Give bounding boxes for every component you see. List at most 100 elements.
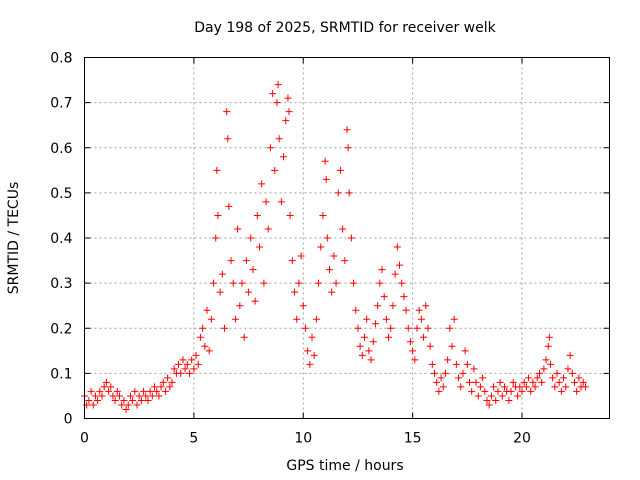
data-points bbox=[81, 81, 589, 413]
data-point bbox=[433, 378, 441, 386]
x-tick-label: 0 bbox=[80, 431, 89, 447]
data-point bbox=[242, 257, 250, 265]
data-point bbox=[129, 396, 137, 404]
data-point bbox=[297, 252, 305, 260]
data-point bbox=[249, 266, 257, 274]
y-tick-label: 0.7 bbox=[50, 96, 72, 112]
data-point bbox=[286, 211, 294, 219]
data-point bbox=[411, 356, 419, 364]
data-point bbox=[472, 378, 480, 386]
data-point bbox=[455, 374, 463, 382]
data-point bbox=[422, 302, 430, 310]
data-point bbox=[406, 338, 414, 346]
data-point bbox=[304, 347, 312, 355]
data-point bbox=[536, 369, 543, 377]
data-point bbox=[345, 189, 353, 197]
data-point bbox=[212, 234, 220, 242]
y-tick-label: 0.1 bbox=[50, 366, 72, 382]
axis-ticks bbox=[84, 57, 610, 419]
data-point bbox=[247, 234, 255, 242]
data-point bbox=[466, 378, 473, 386]
data-point bbox=[301, 324, 309, 332]
data-point bbox=[231, 315, 239, 323]
data-point bbox=[356, 342, 364, 350]
data-point bbox=[291, 288, 298, 296]
data-point bbox=[525, 374, 533, 382]
data-point bbox=[166, 383, 174, 391]
x-tick-label: 20 bbox=[513, 431, 531, 447]
data-point bbox=[538, 378, 546, 386]
data-point bbox=[376, 279, 384, 287]
data-point bbox=[116, 392, 123, 400]
data-point bbox=[385, 333, 393, 341]
data-point bbox=[336, 166, 344, 174]
data-point bbox=[496, 378, 504, 386]
data-point bbox=[87, 387, 95, 395]
data-point bbox=[396, 261, 403, 269]
data-point bbox=[322, 175, 330, 183]
data-point bbox=[393, 243, 401, 251]
data-point bbox=[282, 117, 290, 125]
data-point bbox=[274, 81, 282, 89]
data-point bbox=[444, 356, 452, 364]
data-point bbox=[402, 306, 410, 314]
data-point bbox=[91, 392, 99, 400]
data-point bbox=[507, 387, 515, 395]
data-point bbox=[470, 365, 478, 373]
data-point bbox=[151, 383, 158, 391]
data-point bbox=[120, 396, 128, 404]
data-point bbox=[181, 365, 189, 373]
data-point bbox=[284, 94, 292, 102]
data-point bbox=[85, 396, 93, 404]
data-point bbox=[459, 369, 467, 377]
data-point bbox=[358, 351, 366, 359]
data-point bbox=[240, 333, 248, 341]
data-point bbox=[494, 387, 502, 395]
data-point bbox=[155, 392, 163, 400]
data-point bbox=[168, 378, 176, 386]
data-point bbox=[365, 347, 373, 355]
data-point bbox=[501, 383, 508, 391]
data-point bbox=[146, 387, 154, 395]
data-point bbox=[223, 108, 231, 116]
data-point bbox=[461, 347, 469, 355]
data-point bbox=[315, 279, 323, 287]
data-point bbox=[544, 342, 552, 350]
data-point bbox=[214, 211, 222, 219]
data-point bbox=[446, 324, 454, 332]
data-point bbox=[164, 374, 172, 382]
data-point bbox=[107, 383, 115, 391]
data-point bbox=[157, 383, 165, 391]
data-point bbox=[413, 324, 421, 332]
data-point bbox=[94, 396, 102, 404]
data-point bbox=[308, 333, 316, 341]
data-point bbox=[186, 369, 193, 377]
data-point bbox=[190, 365, 198, 373]
data-point bbox=[221, 324, 228, 332]
data-point bbox=[367, 356, 375, 364]
data-point bbox=[573, 387, 581, 395]
data-point bbox=[321, 157, 329, 165]
data-point bbox=[540, 365, 548, 373]
data-point bbox=[361, 333, 368, 341]
data-point bbox=[319, 211, 327, 219]
data-point bbox=[378, 266, 386, 274]
data-point bbox=[420, 333, 428, 341]
data-point bbox=[124, 401, 132, 409]
data-point bbox=[560, 374, 568, 382]
data-point bbox=[225, 202, 233, 210]
data-point bbox=[288, 257, 296, 265]
data-point bbox=[126, 392, 134, 400]
data-point bbox=[481, 387, 489, 395]
data-point bbox=[218, 270, 226, 278]
x-tick-labels: 0 5 10 15 20 bbox=[80, 431, 531, 447]
data-point bbox=[137, 396, 145, 404]
chart-title: Day 198 of 2025, SRMTID for receiver wel… bbox=[194, 20, 496, 36]
y-tick-label: 0 bbox=[64, 412, 73, 428]
data-point bbox=[520, 378, 528, 386]
y-tick-label: 0.6 bbox=[50, 141, 72, 157]
x-axis-label: GPS time / hours bbox=[286, 458, 403, 474]
data-point bbox=[109, 392, 117, 400]
y-tick-label: 0.8 bbox=[50, 51, 72, 67]
